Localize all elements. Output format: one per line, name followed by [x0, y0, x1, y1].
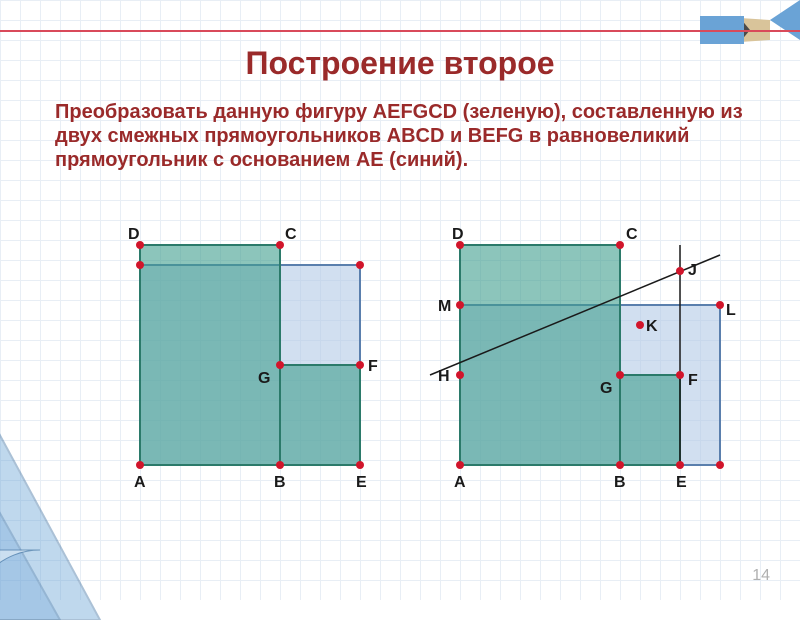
figure-1: D C G F A B E [120, 225, 380, 505]
figure-2: D C J M L K H G F A B E [420, 225, 740, 505]
figures-container: D C G F A B E D C J M L K H G F A B E [0, 225, 800, 545]
svg-text:B: B [274, 474, 286, 491]
svg-text:K: K [646, 318, 658, 335]
svg-text:B: B [614, 474, 626, 491]
svg-text:C: C [285, 226, 297, 243]
slide-content: Построение второе Преобразовать данную ф… [0, 0, 800, 600]
svg-text:A: A [454, 474, 466, 491]
svg-text:M: M [438, 298, 451, 315]
svg-text:L: L [726, 302, 736, 319]
svg-text:F: F [688, 372, 698, 389]
svg-text:H: H [438, 368, 450, 385]
svg-text:E: E [676, 474, 687, 491]
svg-text:E: E [356, 474, 367, 491]
svg-text:G: G [258, 370, 270, 387]
slide-title: Построение второе [0, 45, 800, 82]
slide-description: Преобразовать данную фигуру AEFGCD (зеле… [55, 100, 750, 172]
svg-text:G: G [600, 380, 612, 397]
svg-text:C: C [626, 226, 638, 243]
svg-text:D: D [128, 226, 140, 243]
svg-text:D: D [452, 226, 464, 243]
page-number: 14 [752, 567, 770, 585]
svg-text:F: F [368, 358, 378, 375]
svg-text:J: J [688, 262, 697, 279]
svg-text:A: A [134, 474, 146, 491]
